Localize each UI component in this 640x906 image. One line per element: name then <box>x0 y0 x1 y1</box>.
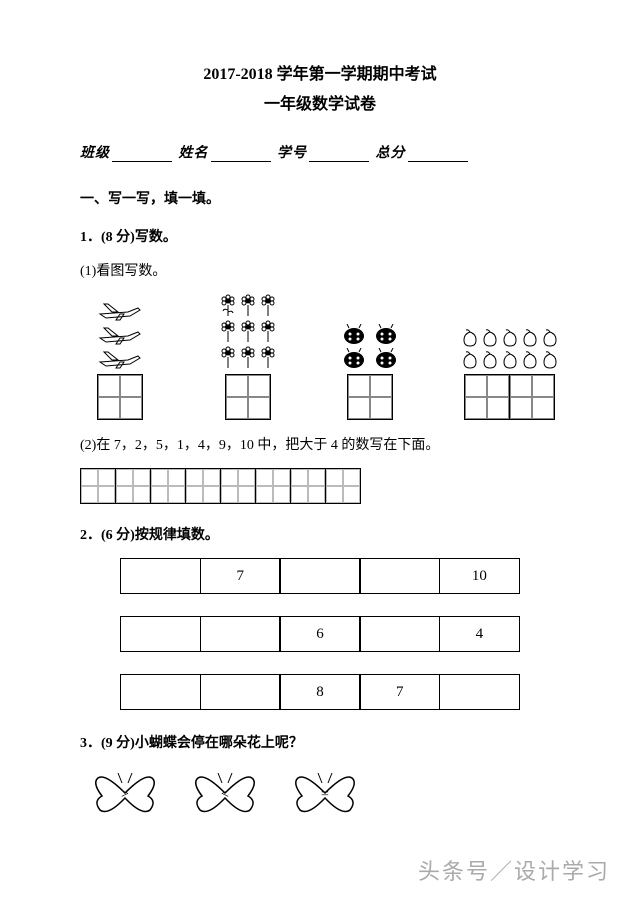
peach-icon <box>461 328 479 348</box>
score-label: 总分 <box>376 146 406 161</box>
answer-box <box>509 374 555 420</box>
flower-icon <box>259 320 277 344</box>
bugs-group <box>335 324 405 420</box>
answer-cell <box>255 468 291 504</box>
answer-box <box>347 374 393 420</box>
q1-1-label: (1)看图写数。 <box>80 260 560 280</box>
plane-icon <box>98 348 142 370</box>
pattern-cell: 7 <box>200 558 281 594</box>
flower-icon <box>239 320 257 344</box>
student-info-line: 班级 姓名 学号 总分 <box>80 142 560 162</box>
class-blank <box>112 148 172 162</box>
answer-box <box>464 374 510 420</box>
bug-icon <box>371 348 401 370</box>
peaches-group <box>460 328 560 420</box>
pattern-cell <box>439 674 520 710</box>
pattern-row-3: 8 7 <box>120 674 520 710</box>
answer-cell <box>290 468 326 504</box>
bug-icon <box>371 324 401 346</box>
exam-title-line2: 一年级数学试卷 <box>80 90 560 114</box>
name-label: 姓名 <box>179 146 209 161</box>
bugs-icons <box>335 324 405 370</box>
pattern-cell <box>120 674 201 710</box>
peaches-icons <box>460 328 560 370</box>
peach-icon <box>481 350 499 370</box>
svg-text:<: < <box>221 787 229 802</box>
watermark-text: 头条号／设计学习 <box>418 854 610 886</box>
pattern-row-1: 7 10 <box>120 558 520 594</box>
pattern-cell <box>359 558 440 594</box>
butterfly-eq-icon: = <box>290 768 360 818</box>
q1-label: 1．(8 分)写数。 <box>80 226 560 246</box>
answer-cell <box>80 468 116 504</box>
flower-icon <box>219 320 237 344</box>
greater-than-4-boxes <box>80 468 560 504</box>
peach-icon <box>521 328 539 348</box>
answer-cell <box>115 468 151 504</box>
peach-icon <box>541 350 559 370</box>
pattern-cell: 8 <box>279 674 360 710</box>
bug-icon <box>339 348 369 370</box>
id-blank <box>309 148 369 162</box>
plane-icon <box>98 324 142 346</box>
pattern-row-2: 6 4 <box>120 616 520 652</box>
peach-icon <box>501 328 519 348</box>
pattern-cell <box>359 616 440 652</box>
planes-icons <box>80 300 160 370</box>
flowers-icons <box>215 294 281 370</box>
pattern-cell: 10 <box>439 558 520 594</box>
peach-icon <box>521 350 539 370</box>
score-blank <box>408 148 468 162</box>
svg-text:>: > <box>121 787 129 802</box>
flower-icon <box>259 346 277 370</box>
pattern-cell: 7 <box>359 674 440 710</box>
butterflies-row: > < = <box>90 768 560 818</box>
flower-icon <box>239 346 257 370</box>
planes-group <box>80 300 160 420</box>
peach-icon <box>501 350 519 370</box>
flower-icon <box>259 294 277 318</box>
pattern-cell <box>120 558 201 594</box>
q3-label: 3．(9 分)小蝴蝶会停在哪朵花上呢？ <box>80 732 560 752</box>
section-1-heading: 一、写一写，填一填。 <box>80 188 560 208</box>
q1-2-label: (2)在 7，2，5，1，4，9，10 中，把大于 4 的数写在下面。 <box>80 434 560 454</box>
exam-title-line1: 2017-2018 学年第一学期期中考试 <box>80 60 560 84</box>
plane-icon <box>98 300 142 322</box>
pattern-cell <box>200 674 281 710</box>
name-blank <box>211 148 271 162</box>
q2-label: 2．(6 分)按规律填数。 <box>80 524 560 544</box>
pattern-cell <box>120 616 201 652</box>
answer-cell <box>325 468 361 504</box>
svg-text:=: = <box>321 787 329 802</box>
flowers-group <box>215 294 281 420</box>
answer-cell <box>185 468 221 504</box>
peach-icon <box>541 328 559 348</box>
answer-cell <box>150 468 186 504</box>
pattern-cell: 4 <box>439 616 520 652</box>
butterfly-lt-icon: < <box>190 768 260 818</box>
answer-cell <box>220 468 256 504</box>
flower-icon <box>219 346 237 370</box>
butterfly-gt-icon: > <box>90 768 160 818</box>
picture-count-row <box>80 294 560 420</box>
class-label: 班级 <box>80 146 110 161</box>
flower-icon <box>239 294 257 318</box>
answer-box <box>97 374 143 420</box>
peach-icon <box>481 328 499 348</box>
peach-icon <box>461 350 479 370</box>
bug-icon <box>339 324 369 346</box>
pattern-cell <box>200 616 281 652</box>
id-label: 学号 <box>277 146 307 161</box>
pattern-cell <box>279 558 360 594</box>
answer-box <box>225 374 271 420</box>
flower-icon <box>219 294 237 318</box>
pattern-cell: 6 <box>279 616 360 652</box>
